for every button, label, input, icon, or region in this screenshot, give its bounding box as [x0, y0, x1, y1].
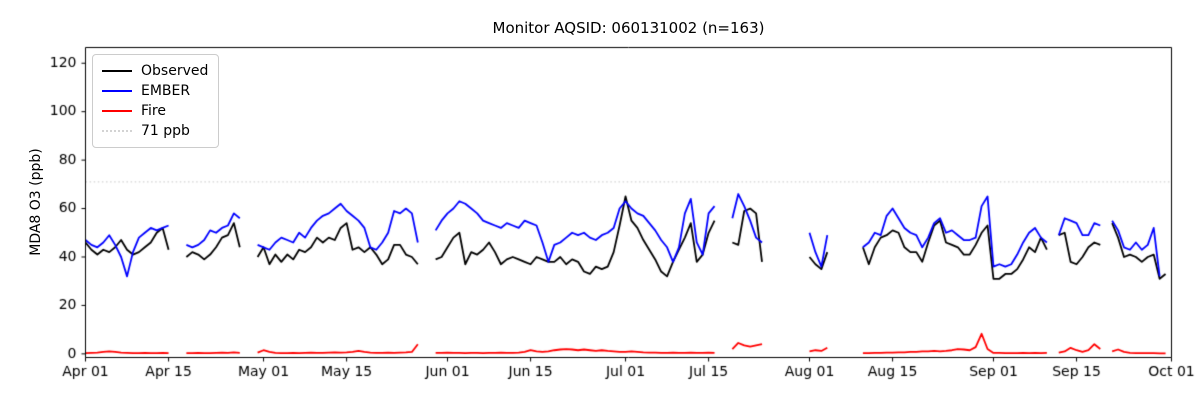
- legend-item-observed: Observed: [102, 61, 208, 81]
- legend-item-label: Observed: [141, 63, 209, 79]
- legend-item-label: 71 ppb: [141, 123, 190, 139]
- legend-item-71-ppb: 71 ppb: [102, 121, 208, 141]
- legend-line-sample: [102, 130, 132, 132]
- chart-title: Monitor AQSID: 060131002 (n=163): [492, 19, 765, 37]
- legend-item-label: EMBER: [141, 83, 191, 99]
- legend-item-fire: Fire: [102, 101, 208, 121]
- legend-line-sample: [102, 90, 132, 92]
- y-axis-label: MDA8 O3 (ppb): [28, 148, 44, 256]
- legend-item-ember: EMBER: [102, 81, 208, 101]
- legend-line-sample: [102, 110, 132, 112]
- legend-item-label: Fire: [141, 103, 166, 119]
- legend: Observed EMBER Fire 71 ppb: [92, 54, 220, 148]
- legend-line-sample: [102, 70, 132, 72]
